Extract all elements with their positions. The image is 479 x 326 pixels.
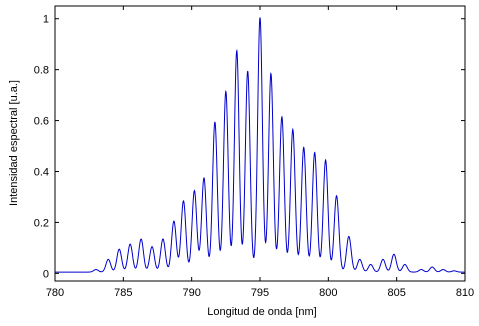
x-tick-label: 805 <box>387 287 405 299</box>
x-tick-label: 795 <box>251 287 269 299</box>
x-tick-label: 780 <box>46 287 64 299</box>
x-tick-label: 785 <box>114 287 132 299</box>
y-axis: 0 0.2 0.4 0.6 0.8 1 <box>34 14 465 280</box>
y-tick-label: 0.4 <box>34 167 49 179</box>
plot-frame <box>54 5 466 282</box>
y-tick-label: 0.2 <box>34 217 49 229</box>
series-line-0 <box>55 17 465 273</box>
x-tick-label: 810 <box>456 287 474 299</box>
y-tick-label: 1 <box>43 14 49 26</box>
x-tick-label: 790 <box>182 287 200 299</box>
x-axis: 780 785 790 795 800 805 810 <box>46 6 474 299</box>
x-axis-label: Longitud de onda [nm] <box>207 306 316 318</box>
x-tick-label: 800 <box>319 287 337 299</box>
y-tick-label: 0.8 <box>34 65 49 77</box>
plot-area <box>54 5 466 282</box>
y-tick-label: 0 <box>43 268 49 280</box>
y-axis-label: Intensidad espectral [u.a.] <box>8 80 20 206</box>
y-tick-label: 0.6 <box>34 116 49 128</box>
